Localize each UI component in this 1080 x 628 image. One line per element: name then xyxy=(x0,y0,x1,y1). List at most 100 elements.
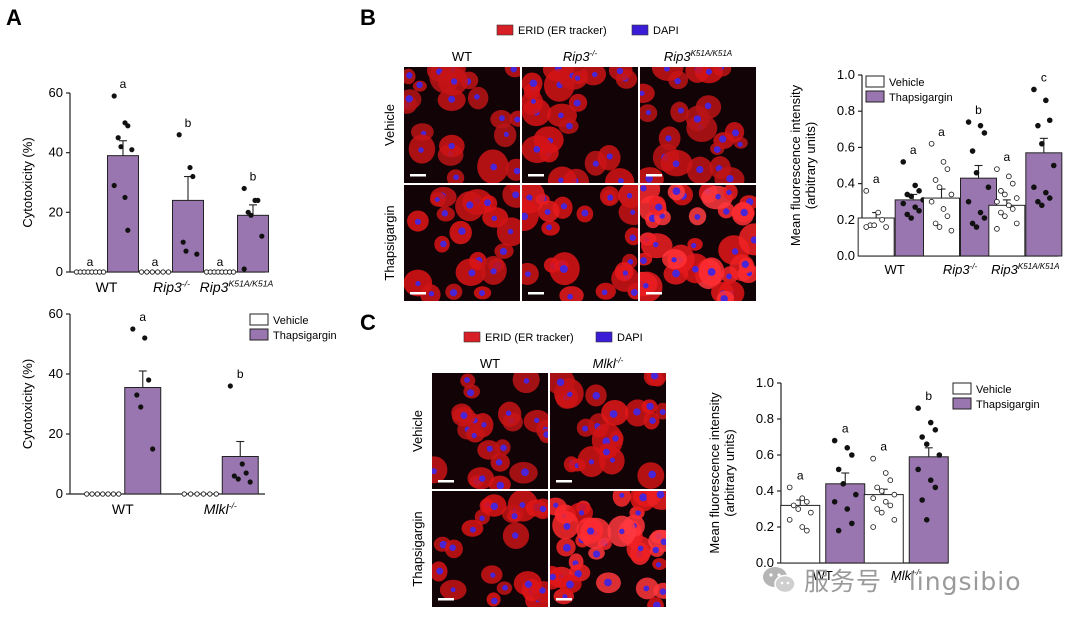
nucleus xyxy=(704,102,712,110)
nucleus xyxy=(652,601,661,607)
point-thapsigargin xyxy=(835,466,842,473)
chart-a-bottom: 0 20 40 60 Cytotoxicity (%) a WT b Mlkl-/- Vehicl… xyxy=(20,306,337,517)
cell-body xyxy=(505,158,520,181)
nucleus xyxy=(592,160,599,167)
point-vehicle xyxy=(874,484,880,491)
point-thapsigargin xyxy=(1046,117,1053,124)
nucleus xyxy=(720,295,728,301)
point-vehicle xyxy=(207,491,213,497)
cell-body xyxy=(502,185,520,208)
nucleus xyxy=(672,160,680,168)
nucleus xyxy=(696,165,704,174)
point-thapsigargin xyxy=(900,200,907,207)
legend-label: Thapsigargin xyxy=(889,92,953,104)
point-thapsigargin xyxy=(923,516,930,523)
point-vehicle xyxy=(149,269,155,275)
bar-thapsigargin xyxy=(908,456,949,564)
scale-bar xyxy=(646,174,662,177)
nucleus xyxy=(607,194,614,201)
point-vehicle xyxy=(194,491,200,497)
point-vehicle xyxy=(144,269,150,275)
cell-body xyxy=(694,67,724,84)
nucleus xyxy=(592,550,601,558)
significance-letter: b xyxy=(185,116,192,130)
micrograph-row-label: Vehicle xyxy=(410,410,425,452)
point-vehicle xyxy=(994,226,1000,232)
point-thapsigargin xyxy=(981,130,988,136)
nucleus xyxy=(440,240,447,248)
point-thapsigargin xyxy=(932,426,939,433)
nucleus xyxy=(550,573,556,581)
nucleus xyxy=(587,527,595,535)
nucleus xyxy=(495,459,503,466)
point-thapsigargin xyxy=(194,251,200,257)
nucleus xyxy=(731,248,739,255)
nucleus xyxy=(415,280,421,287)
point-thapsigargin xyxy=(973,224,980,230)
micrograph-image xyxy=(550,373,666,489)
nucleus xyxy=(574,570,582,578)
cell-body xyxy=(559,286,584,301)
watermark: 服务号 · lingsibio xyxy=(762,562,1022,598)
nucleus xyxy=(643,282,649,289)
point-vehicle xyxy=(799,495,806,502)
nucleus xyxy=(726,273,732,280)
point-thapsigargin xyxy=(111,182,117,189)
nucleus xyxy=(499,247,507,256)
point-thapsigargin xyxy=(831,498,838,505)
nucleus xyxy=(558,112,564,119)
nucleus xyxy=(645,174,653,183)
micrograph-column-label: Rip3-/- xyxy=(563,49,598,64)
point-vehicle xyxy=(998,209,1004,216)
cell-body xyxy=(550,565,563,590)
legend-label: Thapsigargin xyxy=(273,330,337,342)
nucleus xyxy=(656,491,665,499)
nucleus xyxy=(660,538,666,546)
nucleus xyxy=(481,421,487,428)
point-vehicle xyxy=(994,198,1000,205)
nucleus xyxy=(449,544,456,551)
point-vehicle xyxy=(948,227,955,234)
point-thapsigargin xyxy=(1043,97,1049,104)
nucleus xyxy=(436,567,444,575)
micrograph-image xyxy=(432,373,548,489)
nucleus xyxy=(529,79,538,88)
y-tick-label: 1.0 xyxy=(756,375,774,390)
point-thapsigargin xyxy=(969,220,976,227)
point-vehicle xyxy=(799,524,806,530)
y-tick-label: 0.2 xyxy=(756,519,774,534)
point-vehicle xyxy=(89,491,95,497)
erid-swatch xyxy=(496,24,514,36)
significance-letter: a xyxy=(152,255,159,269)
nucleus xyxy=(592,71,598,78)
micrograph-column-label: WT xyxy=(452,49,472,64)
significance-letter: a xyxy=(120,77,127,91)
nucleus xyxy=(546,224,553,231)
scale-bar xyxy=(528,174,544,177)
x-group-label: WT xyxy=(813,568,833,583)
bar-thapsigargin xyxy=(107,155,139,273)
bar-thapsigargin xyxy=(172,199,204,273)
nucleus xyxy=(539,587,546,594)
nucleus xyxy=(672,187,681,196)
point-vehicle xyxy=(875,209,881,216)
point-thapsigargin xyxy=(919,497,925,503)
micrograph-column-label: Mlkl-/- xyxy=(593,356,624,371)
nucleus xyxy=(533,146,541,153)
point-thapsigargin xyxy=(904,211,911,218)
nucleus xyxy=(648,470,656,479)
point-vehicle xyxy=(138,269,145,275)
point-vehicle xyxy=(870,495,876,502)
nucleus xyxy=(626,193,633,199)
nucleus xyxy=(448,142,455,150)
nucleus xyxy=(523,378,530,384)
y-axis-label-units: (arbitrary units) xyxy=(722,429,737,516)
legend-swatch-vehicle xyxy=(952,382,972,395)
point-vehicle xyxy=(879,217,885,223)
legend-swatch-thapsigargin xyxy=(249,328,269,341)
nucleus xyxy=(609,410,618,418)
nucleus xyxy=(655,203,663,211)
nucleus xyxy=(646,402,654,411)
nucleus xyxy=(578,510,585,516)
point-thapsigargin xyxy=(118,144,124,150)
